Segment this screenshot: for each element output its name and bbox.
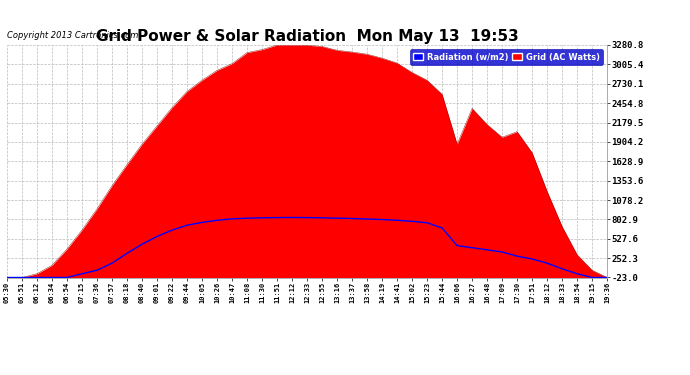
Legend: Radiation (w/m2), Grid (AC Watts): Radiation (w/m2), Grid (AC Watts) (410, 49, 603, 65)
Title: Grid Power & Solar Radiation  Mon May 13  19:53: Grid Power & Solar Radiation Mon May 13 … (96, 29, 518, 44)
Text: Copyright 2013 Cartronics.com: Copyright 2013 Cartronics.com (7, 32, 138, 40)
